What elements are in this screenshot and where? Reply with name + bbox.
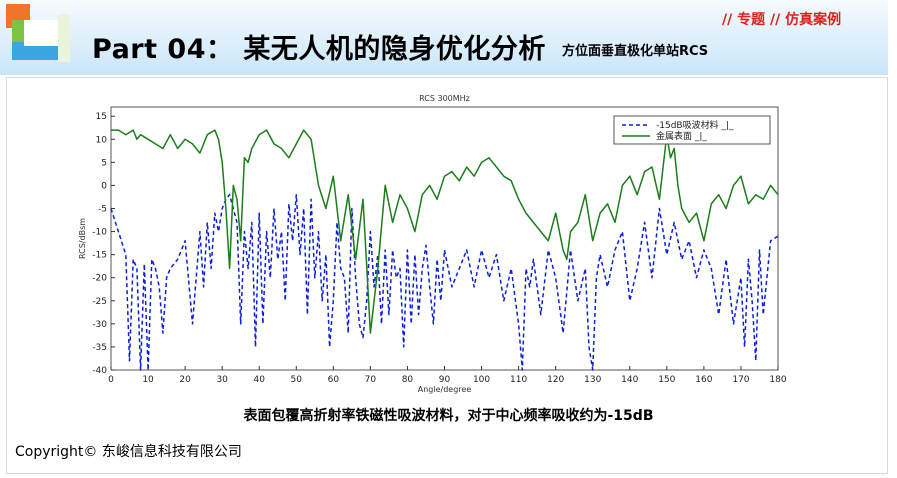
x-tick-label: 170 <box>732 375 749 385</box>
x-tick-label: 180 <box>769 375 786 385</box>
series-line-metal <box>111 129 779 334</box>
y-tick-label: -40 <box>92 366 107 376</box>
y-tick-label: 15 <box>96 112 107 122</box>
x-tick-label: 100 <box>473 375 490 385</box>
topic-tagline: // 专题 // 仿真案例 <box>722 12 842 28</box>
x-tick-label: 110 <box>510 375 527 385</box>
legend-label: -15dB吸波材料 _|_ <box>656 119 734 131</box>
y-tick-label: -20 <box>92 274 107 284</box>
y-tick-label: 0 <box>101 181 107 191</box>
x-tick-label: 40 <box>253 375 265 385</box>
y-tick-label: -10 <box>92 228 107 238</box>
x-tick-label: 150 <box>658 375 675 385</box>
x-tick-label: 50 <box>291 375 303 385</box>
x-tick-label: 70 <box>365 375 377 385</box>
x-tick-label: 20 <box>179 375 191 385</box>
page-subtitle: 方位面垂直极化单站RCS <box>562 44 709 59</box>
x-tick-label: 80 <box>402 375 414 385</box>
x-tick-label: 0 <box>108 375 114 385</box>
x-tick-label: 90 <box>439 375 451 385</box>
copyright-text: Copyright© 东峻信息科技有限公司 <box>15 444 242 460</box>
x-tick-label: 60 <box>328 375 340 385</box>
y-tick-label: -5 <box>98 205 107 215</box>
y-tick-label: -35 <box>92 343 107 353</box>
page-title: Part 04： 某无人机的隐身优化分析 <box>92 34 546 65</box>
x-tick-label: 120 <box>547 375 564 385</box>
plot-area <box>110 106 779 371</box>
x-tick-label: 130 <box>584 375 601 385</box>
y-tick-label: 5 <box>101 158 107 168</box>
y-tick-label: -30 <box>92 320 107 330</box>
y-tick-label: -15 <box>92 251 107 261</box>
series-line-absorber <box>110 193 779 371</box>
chart-caption: 表面包覆高折射率铁磁性吸波材料，对于中心频率吸收约为-15dB <box>243 408 654 424</box>
x-tick-label: 160 <box>695 375 712 385</box>
header-banner: Part 04： 某无人机的隐身优化分析 方位面垂直极化单站RCS // 专题 … <box>0 0 888 75</box>
legend-label: 金属表面 _|_ <box>656 130 707 142</box>
x-tick-label: 10 <box>142 375 154 385</box>
logo-icon <box>6 4 70 62</box>
y-tick-label: -25 <box>92 297 107 307</box>
x-tick-label: 30 <box>216 375 228 385</box>
legend-box <box>613 115 771 145</box>
chart-title: RCS 300MHz <box>419 94 470 103</box>
y-tick-label: 10 <box>96 135 108 145</box>
y-axis-label: RCS/dBsm <box>78 218 87 259</box>
x-axis-label: Angle/degree <box>418 385 472 394</box>
x-tick-label: 140 <box>621 375 638 385</box>
